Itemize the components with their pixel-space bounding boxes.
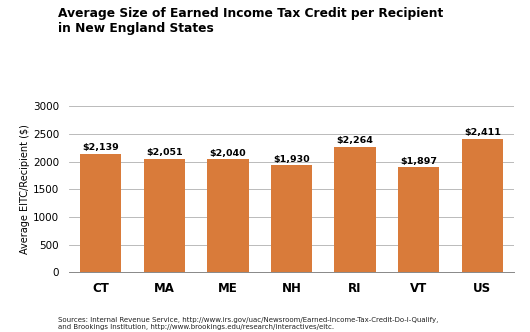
Bar	[462, 139, 503, 272]
Text: Average Size of Earned Income Tax Credit per Recipient
in New England States: Average Size of Earned Income Tax Credit…	[58, 7, 444, 35]
Y-axis label: Average EITC/Recipient ($): Average EITC/Recipient ($)	[20, 124, 30, 254]
Text: $2,411: $2,411	[464, 128, 501, 137]
Text: $1,897: $1,897	[400, 157, 437, 166]
Text: $2,264: $2,264	[337, 136, 374, 145]
Bar	[398, 167, 439, 272]
Bar	[80, 154, 121, 272]
Text: $1,930: $1,930	[273, 155, 310, 164]
Text: $2,040: $2,040	[209, 149, 246, 158]
Bar	[207, 159, 249, 272]
Text: Sources: Internal Revenue Service, http://www.irs.gov/uac/Newsroom/Earned-Income: Sources: Internal Revenue Service, http:…	[58, 317, 439, 330]
Bar	[271, 165, 312, 272]
Text: $2,051: $2,051	[146, 148, 183, 157]
Text: $2,139: $2,139	[82, 143, 119, 152]
Bar	[334, 147, 376, 272]
Bar	[144, 159, 185, 272]
